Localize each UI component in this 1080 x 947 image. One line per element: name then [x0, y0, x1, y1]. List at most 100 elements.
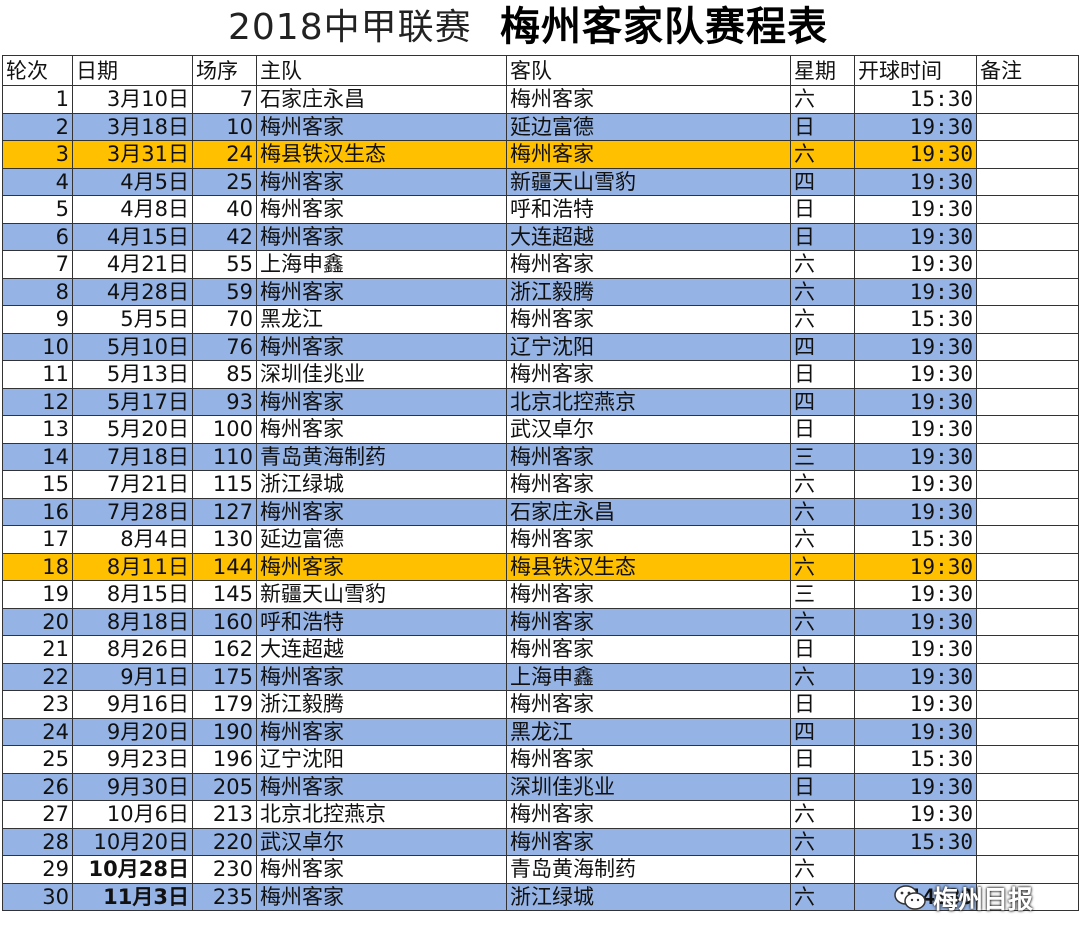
- header-round: 轮次: [2, 55, 73, 86]
- weekday-cell: 三: [790, 580, 855, 609]
- round-cell: 9: [2, 305, 73, 334]
- home-team-cell: 梅州客家: [256, 717, 507, 746]
- away-team-cell: 石家庄永昌: [506, 497, 791, 526]
- round-cell: 3: [2, 140, 73, 169]
- weekday-cell: 四: [790, 332, 855, 361]
- table-row: 3 3月31日 24 梅县铁汉生态 梅州客家六 19:30: [2, 140, 1079, 169]
- home-team-cell: 梅州客家: [256, 277, 507, 306]
- away-team-cell: 青岛黄海制药: [506, 855, 791, 884]
- table-row: 2 3月18日 10 梅州客家 延边富德日 19:30: [2, 112, 1079, 141]
- header-weekday: 星期: [790, 55, 855, 86]
- home-team-cell: 延边富德: [256, 525, 507, 554]
- match-no-cell: 10: [192, 112, 257, 141]
- kickoff-time-cell: 19:30: [854, 442, 977, 471]
- date-cell: 9月20日: [72, 717, 193, 746]
- kickoff-time-cell: 15:30: [854, 827, 977, 856]
- away-team-cell: 梅州客家: [506, 140, 791, 169]
- away-team-cell: 武汉卓尔: [506, 415, 791, 444]
- kickoff-time-cell: 19:30: [854, 415, 977, 444]
- round-cell: 13: [2, 415, 73, 444]
- match-no-cell: 59: [192, 277, 257, 306]
- date-cell: 3月31日: [72, 140, 193, 169]
- header-date: 日期: [72, 55, 193, 86]
- match-no-cell: 25: [192, 167, 257, 196]
- round-cell: 30: [2, 882, 73, 911]
- kickoff-time-cell: 19:30: [854, 635, 977, 664]
- weekday-cell: 六: [790, 607, 855, 636]
- table-row: 25 9月23日 196 辽宁沈阳 梅州客家日 15:30: [2, 745, 1079, 774]
- kickoff-time-cell: 15:30: [854, 85, 977, 114]
- weekday-cell: 六: [790, 470, 855, 499]
- home-team-cell: 梅州客家: [256, 387, 507, 416]
- table-row: 24 9月20日 190 梅州客家 黑龙江四 19:30: [2, 717, 1079, 746]
- table-row: 26 9月30日 205 梅州客家 深圳佳兆业日 19:30: [2, 772, 1079, 801]
- date-cell: 3月10日: [72, 85, 193, 114]
- weekday-cell: 六: [790, 855, 855, 884]
- remark-cell: [976, 250, 1079, 279]
- home-team-cell: 北京北控燕京: [256, 800, 507, 829]
- match-no-cell: 162: [192, 635, 257, 664]
- date-cell: 9月1日: [72, 662, 193, 691]
- remark-cell: [976, 635, 1079, 664]
- kickoff-time-cell: 15:30: [854, 525, 977, 554]
- away-team-cell: 梅州客家: [506, 250, 791, 279]
- remark-cell: [976, 332, 1079, 361]
- match-no-cell: 70: [192, 305, 257, 334]
- kickoff-time-cell: 19:30: [854, 607, 977, 636]
- table-row: 7 4月21日 55 上海申鑫 梅州客家六 19:30: [2, 250, 1079, 279]
- home-team-cell: 深圳佳兆业: [256, 360, 507, 389]
- home-team-cell: 梅州客家: [256, 167, 507, 196]
- away-team-cell: 梅州客家: [506, 442, 791, 471]
- weekday-cell: 日: [790, 112, 855, 141]
- away-team-cell: 梅州客家: [506, 360, 791, 389]
- home-team-cell: 黑龙江: [256, 305, 507, 334]
- schedule-table: 轮次 日期 场序 主队 客队 星期 开球时间 备注 1 3月10日 7 石家庄永昌 梅州…: [2, 55, 1079, 911]
- away-team-cell: 深圳佳兆业: [506, 772, 791, 801]
- date-cell: 7月18日: [72, 442, 193, 471]
- round-cell: 24: [2, 717, 73, 746]
- home-team-cell: 辽宁沈阳: [256, 745, 507, 774]
- round-cell: 19: [2, 580, 73, 609]
- kickoff-time-cell: 19:30: [854, 222, 977, 251]
- date-cell: 4月5日: [72, 167, 193, 196]
- table-row: 18 8月11日 144 梅州客家 梅县铁汉生态六 19:30: [2, 552, 1079, 581]
- round-cell: 8: [2, 277, 73, 306]
- kickoff-time-cell: 19:30: [854, 332, 977, 361]
- away-team-cell: 梅县铁汉生态: [506, 552, 791, 581]
- date-cell: 4月8日: [72, 195, 193, 224]
- home-team-cell: 梅州客家: [256, 772, 507, 801]
- remark-cell: [976, 222, 1079, 251]
- away-team-cell: 梅州客家: [506, 607, 791, 636]
- round-cell: 5: [2, 195, 73, 224]
- away-team-cell: 梅州客家: [506, 470, 791, 499]
- watermark: 梅州日报: [893, 880, 1053, 916]
- date-cell: 11月3日: [72, 882, 193, 911]
- away-team-cell: 梅州客家: [506, 635, 791, 664]
- match-no-cell: 42: [192, 222, 257, 251]
- match-no-cell: 127: [192, 497, 257, 526]
- round-cell: 18: [2, 552, 73, 581]
- table-row: 13 5月20日 100 梅州客家 武汉卓尔日 19:30: [2, 415, 1079, 444]
- table-row: 8 4月28日 59 梅州客家 浙江毅腾六 19:30: [2, 277, 1079, 306]
- round-cell: 29: [2, 855, 73, 884]
- match-no-cell: 145: [192, 580, 257, 609]
- home-team-cell: 新疆天山雪豹: [256, 580, 507, 609]
- round-cell: 16: [2, 497, 73, 526]
- kickoff-time-cell: 19:30: [854, 800, 977, 829]
- remark-cell: [976, 552, 1079, 581]
- table-row: 1 3月10日 7 石家庄永昌 梅州客家六 15:30: [2, 85, 1079, 114]
- away-team-cell: 梅州客家: [506, 690, 791, 719]
- table-row: 5 4月8日 40 梅州客家 呼和浩特日 19:30: [2, 195, 1079, 224]
- weekday-cell: 日: [790, 222, 855, 251]
- date-cell: 9月16日: [72, 690, 193, 719]
- round-cell: 11: [2, 360, 73, 389]
- away-team-cell: 梅州客家: [506, 525, 791, 554]
- remark-cell: [976, 525, 1079, 554]
- weekday-cell: 六: [790, 800, 855, 829]
- remark-cell: [976, 360, 1079, 389]
- match-no-cell: 196: [192, 745, 257, 774]
- away-team-cell: 梅州客家: [506, 745, 791, 774]
- away-team-cell: 浙江绿城: [506, 882, 791, 911]
- match-no-cell: 7: [192, 85, 257, 114]
- weekday-cell: 日: [790, 635, 855, 664]
